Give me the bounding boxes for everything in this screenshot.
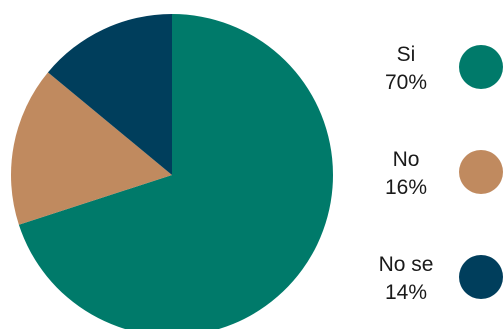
- legend-marker-no-se: [459, 255, 503, 299]
- pie-slice-si: [18, 14, 333, 329]
- legend-label-si: Si: [397, 43, 416, 66]
- pie-slices: [11, 13, 333, 329]
- pie-slice-no: [11, 72, 172, 225]
- legend-value-no: 16%: [385, 176, 427, 199]
- legend-label-no: No: [393, 148, 420, 171]
- legend-label-no-se: No se: [379, 253, 434, 276]
- legend-value-no-se: 14%: [385, 281, 427, 304]
- legend: Si 70% No 16% No se 14%: [379, 43, 503, 304]
- legend-marker-si: [459, 45, 503, 89]
- legend-marker-no: [459, 150, 503, 194]
- legend-value-si: 70%: [385, 71, 427, 94]
- pie-slice-no-se: [47, 13, 173, 175]
